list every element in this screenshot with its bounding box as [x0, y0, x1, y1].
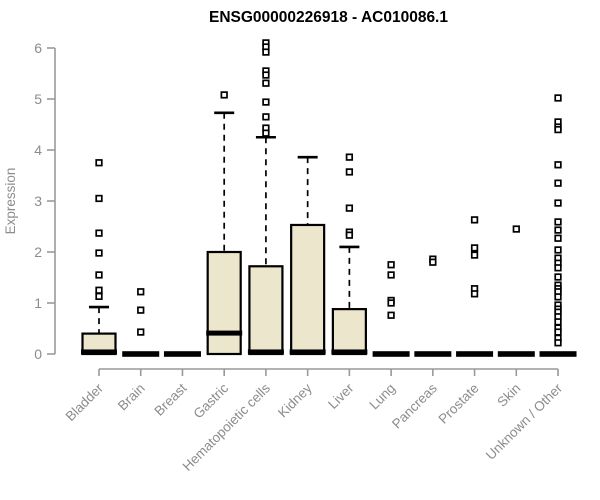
outlier-point-unknown-other: [554, 218, 562, 226]
outlier-point-bladder: [95, 229, 103, 237]
x-category-label: Unknown / Other: [483, 380, 566, 463]
x-category-label: Bladder: [63, 380, 107, 424]
outlier-point-unknown-other: [554, 264, 562, 272]
outlier-point-hematopoietic-cells: [262, 48, 270, 56]
outlier-point-bladder: [95, 271, 103, 279]
median-bladder: [81, 349, 117, 355]
outlier-point-unknown-other: [554, 293, 562, 301]
outlier-point-bladder: [95, 292, 103, 301]
outlier-point-hematopoietic-cells: [262, 129, 270, 137]
y-axis-label: Expression: [3, 168, 18, 235]
x-category-label: Lung: [366, 381, 398, 413]
y-tick-label: 1: [34, 295, 42, 311]
outlier-point-unknown-other: [554, 199, 562, 207]
outlier-point-hematopoietic-cells: [262, 79, 270, 87]
outlier-point-unknown-other: [554, 125, 562, 134]
outlier-point-unknown-other: [554, 179, 562, 187]
box-flat-pancreas: [414, 351, 452, 357]
y-tick-label: 4: [34, 142, 42, 158]
outlier-point-liver: [345, 204, 354, 212]
y-tick-label: 6: [34, 40, 42, 56]
outlier-point-brain: [137, 288, 145, 296]
outlier-point-bladder: [95, 249, 103, 257]
x-category-label: Skin: [494, 381, 523, 410]
y-tick-label: 2: [34, 244, 42, 260]
box-flat-brain: [122, 351, 160, 357]
x-category-label: Kidney: [275, 380, 315, 420]
chart-title: ENSG00000226918 - AC010086.1: [209, 9, 448, 26]
x-category-label: Breast: [151, 380, 189, 418]
outlier-point-unknown-other: [554, 94, 562, 102]
outlier-point-liver: [345, 231, 354, 239]
median-hematopoietic-cells: [247, 349, 284, 355]
x-category-label: Liver: [325, 380, 357, 412]
outlier-point-brain: [137, 328, 145, 336]
box-flat-breast: [163, 351, 201, 357]
outlier-point-lung: [387, 271, 395, 279]
outlier-point-bladder: [95, 159, 103, 167]
y-tick-label: 3: [34, 193, 42, 209]
outlier-point-unknown-other: [554, 273, 562, 281]
outlier-point-pancreas: [429, 258, 437, 266]
outlier-point-unknown-other: [554, 226, 562, 234]
box-flat-unknown-other: [539, 351, 577, 357]
outlier-point-unknown-other: [554, 246, 562, 254]
outlier-point-prostate: [470, 251, 479, 259]
box-hematopoietic-cells: [248, 265, 284, 356]
box-kidney: [290, 223, 326, 356]
outlier-point-bladder: [95, 286, 103, 294]
outlier-point-unknown-other: [554, 339, 562, 347]
outlier-point-lung: [387, 261, 395, 269]
box-liver: [331, 308, 367, 356]
x-category-label: Gastric: [190, 380, 231, 421]
outlier-point-unknown-other: [554, 328, 562, 336]
median-gastric: [206, 330, 243, 336]
outlier-point-unknown-other: [554, 234, 562, 242]
box-flat-skin: [497, 351, 535, 357]
outlier-point-bladder: [95, 194, 103, 203]
outlier-point-hematopoietic-cells: [262, 71, 270, 79]
outlier-point-unknown-other: [554, 161, 562, 169]
outlier-point-prostate: [470, 216, 479, 224]
median-liver: [331, 349, 368, 355]
outlier-point-lung: [387, 299, 395, 307]
outlier-point-brain: [137, 306, 145, 314]
x-category-label: Pancreas: [389, 380, 440, 431]
outlier-point-prostate: [470, 244, 479, 252]
outlier-point-prostate: [470, 290, 479, 298]
outlier-point-lung: [387, 311, 395, 319]
box-flat-prostate: [456, 351, 494, 357]
median-kidney: [289, 349, 326, 355]
outlier-point-skin: [512, 225, 520, 233]
outlier-point-unknown-other: [554, 318, 562, 326]
x-category-label: Prostate: [436, 381, 482, 427]
box-gastric: [206, 250, 242, 356]
outlier-point-hematopoietic-cells: [262, 98, 270, 106]
outlier-point-liver: [345, 153, 354, 161]
outlier-point-hematopoietic-cells: [262, 113, 270, 121]
x-category-label: Brain: [115, 381, 148, 414]
box-flat-lung: [372, 351, 410, 357]
y-tick-label: 0: [34, 346, 42, 362]
outlier-point-liver: [345, 168, 354, 176]
outlier-point-gastric: [220, 91, 228, 99]
y-tick-label: 5: [34, 91, 42, 107]
